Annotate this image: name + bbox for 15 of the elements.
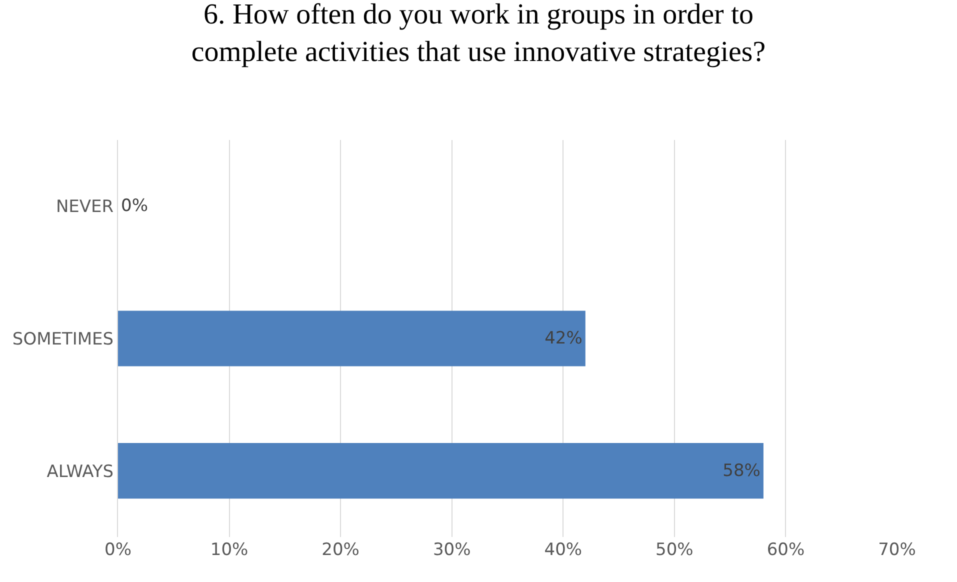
data-label: 0% bbox=[121, 196, 148, 216]
x-tick-label: 40% bbox=[544, 540, 582, 560]
y-tick-label: ALWAYS bbox=[46, 462, 114, 482]
data-label: 42% bbox=[544, 328, 582, 348]
x-tick-label: 70% bbox=[878, 540, 916, 560]
y-tick-label: SOMETIMES bbox=[12, 329, 114, 350]
x-tick-label: 60% bbox=[766, 540, 805, 560]
data-label: 58% bbox=[722, 460, 760, 481]
chart-title: 6. How often do you work in groups in order to complete activities that use innovative strategies? bbox=[191, 0, 766, 68]
x-tick-label: 20% bbox=[322, 540, 360, 560]
x-tick-label: 10% bbox=[210, 540, 248, 560]
x-tick-label: 50% bbox=[656, 540, 694, 560]
x-tick-label: 30% bbox=[432, 540, 471, 560]
x-tick-label: 0% bbox=[104, 540, 132, 560]
y-tick-label: NEVER bbox=[56, 197, 114, 218]
